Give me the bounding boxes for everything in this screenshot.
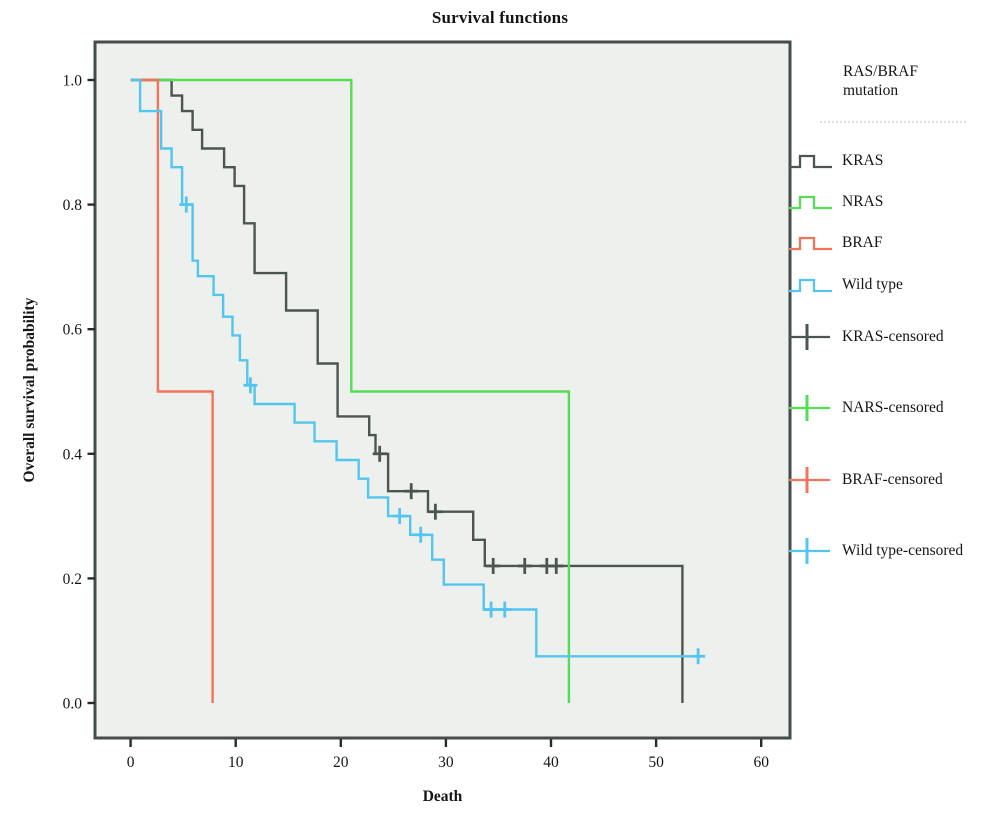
kras-curve (130, 78, 684, 703)
legend-label: BRAF-censored (842, 471, 943, 488)
legend-entry-nras: NRAS (789, 189, 883, 215)
x-tick-label: 0 (127, 754, 135, 771)
legend-label: BRAF (842, 234, 883, 251)
legend-entry-braf: BRAF (789, 230, 883, 256)
legend-title-line2: mutation (843, 82, 899, 99)
plot-area: 1.0 0.8 0.6 0.4 0.2 0.0 0 10 20 30 40 50 60 (63, 40, 792, 771)
y-tick-label: 1.0 (63, 73, 83, 90)
legend-label: KRAS-censored (842, 328, 944, 345)
wild-type-curve (130, 78, 699, 658)
legend-entry-kras-censored: KRAS-censored (789, 322, 944, 352)
legend-label: Wild type (842, 276, 903, 293)
legend-label: NARS-censored (842, 399, 944, 416)
x-axis-label: Death (422, 788, 463, 805)
legend-entry-braf-censored: BRAF-censored (789, 465, 943, 495)
legend-entry-wildtype-censored: Wild type-censored (789, 536, 963, 566)
legend-entry-kras: KRAS (789, 148, 883, 174)
x-tick-label: 10 (228, 754, 244, 771)
x-tick-label: 30 (438, 754, 454, 771)
legend-entry-wildtype: Wild type (789, 272, 903, 298)
legend-title-line1: RAS/BRAF (843, 63, 918, 80)
x-tick-label: 20 (333, 754, 349, 771)
legend-title: RAS/BRAF mutation (843, 62, 918, 100)
x-tick-label: 50 (648, 754, 664, 771)
legend-entry-nars-censored: NARS-censored (789, 393, 944, 423)
kras-censored-marks (372, 445, 564, 574)
legend-label: Wild type-censored (842, 542, 964, 559)
legend-label: KRAS (842, 152, 884, 169)
wild-type-censored-marks (179, 196, 706, 665)
x-tick-label: 60 (753, 754, 769, 771)
y-tick-label: 0.0 (63, 696, 83, 713)
legend-separator (820, 121, 966, 123)
y-tick-label: 0.8 (63, 197, 83, 214)
y-axis-label: Overall survival probability (21, 297, 38, 483)
braf-curve (130, 78, 214, 703)
chart-title: Survival functions (431, 8, 569, 27)
plot-frame (93, 40, 792, 740)
nras-curve (130, 78, 571, 703)
y-tick-label: 0.2 (63, 571, 82, 588)
y-tick-label: 0.6 (63, 322, 83, 339)
y-tick-label: 0.4 (63, 446, 83, 463)
x-tick-label: 40 (543, 754, 559, 771)
legend-label: NRAS (842, 193, 884, 210)
